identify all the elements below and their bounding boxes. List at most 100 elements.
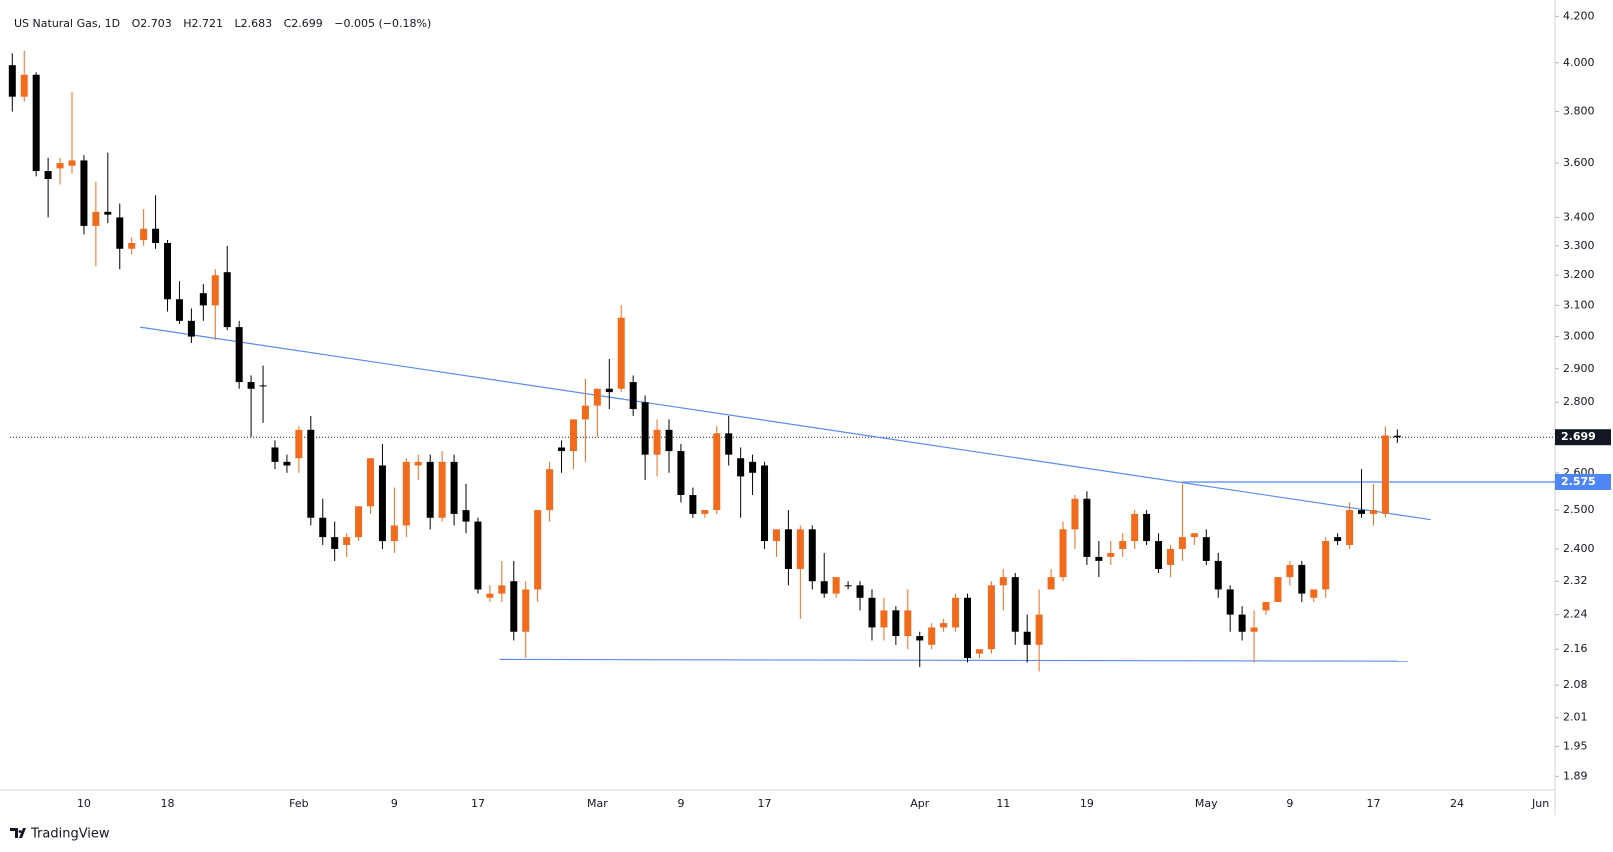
candle-body (725, 433, 733, 455)
candle-body (999, 577, 1007, 586)
candle-body (1143, 513, 1151, 542)
candle-body (665, 429, 673, 452)
candle-body (1131, 513, 1139, 542)
brand-name: TradingView (30, 827, 110, 842)
x-tick-label: Apr (910, 797, 930, 810)
candle-body (1226, 589, 1234, 615)
x-tick-label: Mar (587, 797, 608, 810)
candle-body (1095, 556, 1103, 561)
candle-body (880, 610, 888, 628)
ohlc-close: C2.699 (284, 17, 323, 30)
candle-body (44, 171, 52, 180)
candle-body (522, 589, 530, 632)
y-tick-label: 3.300 (1563, 239, 1595, 252)
candle-body (546, 469, 554, 511)
candle-body (808, 529, 816, 582)
candle-body (271, 447, 279, 462)
candle-body (1250, 627, 1258, 632)
candle-body (295, 429, 303, 459)
candle-body (892, 610, 900, 637)
candle-body (964, 597, 971, 659)
candle-body (772, 529, 780, 542)
x-tick-label: Jun (1531, 797, 1549, 810)
y-tick-label: 2.900 (1563, 362, 1595, 375)
candle-body (1322, 541, 1330, 590)
candle-body (820, 581, 828, 594)
candle-body (450, 461, 458, 514)
candle-body (593, 388, 601, 406)
candle-body (713, 433, 721, 511)
candle-body (259, 385, 267, 387)
x-tick-label: 10 (77, 797, 91, 810)
x-tick-label: 9 (1286, 797, 1293, 810)
candle-body (283, 461, 291, 466)
candle-body (832, 577, 840, 594)
candle-body (1011, 577, 1019, 632)
candle-body (128, 242, 136, 249)
ohlc-change: −0.005 (−0.18%) (334, 17, 431, 30)
candle-body (605, 388, 613, 393)
candle-body (856, 585, 864, 598)
y-tick-label: 2.32 (1563, 574, 1588, 587)
candle-body (1083, 498, 1091, 557)
candle-body (56, 163, 64, 169)
candle-body (1346, 510, 1354, 545)
candle-body (1155, 541, 1163, 569)
candle-body (1202, 537, 1210, 561)
level-label-box (1555, 473, 1611, 490)
candle-body (1310, 589, 1318, 598)
y-tick-label: 3.400 (1563, 210, 1595, 223)
candle-body (1190, 533, 1198, 538)
candle-body (581, 405, 589, 420)
y-tick-label: 2.400 (1563, 542, 1595, 555)
candle-body (92, 211, 100, 226)
candle-body (199, 293, 207, 306)
candle-body (916, 636, 924, 641)
candle-body (20, 74, 28, 97)
candle-body (1047, 577, 1055, 590)
candle-body (390, 525, 398, 542)
symbol-title: US Natural Gas, 1D (14, 17, 120, 30)
candle-body (641, 402, 649, 455)
x-tick-label: Feb (289, 797, 308, 810)
y-tick-label: 1.89 (1563, 769, 1588, 782)
candle-body (558, 447, 566, 452)
candle-body (8, 65, 16, 97)
candle-body (1119, 541, 1127, 549)
x-tick-label: 19 (1080, 797, 1094, 810)
candle-body (1035, 614, 1043, 645)
candle-body (426, 461, 434, 518)
candle-body (1393, 435, 1401, 438)
candle-body (975, 649, 983, 654)
last-price-box (1555, 429, 1611, 446)
y-tick-label: 4.200 (1563, 9, 1595, 22)
brand-logo (10, 828, 26, 838)
y-tick-label: 3.100 (1563, 298, 1595, 311)
candle-body (211, 275, 219, 306)
candle-body (844, 585, 852, 587)
candle-body (104, 211, 112, 215)
candle-body (247, 382, 255, 389)
y-tick-label: 2.08 (1563, 678, 1588, 691)
candle-body (1358, 510, 1366, 514)
candle-body (1023, 631, 1031, 645)
x-tick-label: 9 (391, 797, 398, 810)
candle-body (1071, 498, 1079, 530)
candle-body (940, 623, 948, 628)
x-tick-label: 18 (161, 797, 175, 810)
x-tick-label: May (1195, 797, 1218, 810)
candle-body (928, 627, 936, 645)
candle-body (952, 597, 960, 628)
ohlc-open: O2.703 (132, 17, 172, 30)
x-tick-label: 17 (1366, 797, 1380, 810)
candle-body (68, 160, 76, 166)
level-label: 2.575 (1561, 475, 1596, 488)
candle-body (761, 465, 769, 542)
candle-body (462, 510, 470, 522)
candle-body (474, 521, 482, 590)
trendline (139, 326, 1431, 521)
candle-body (355, 506, 363, 538)
candle-body (32, 74, 40, 172)
candle-body (1166, 548, 1174, 565)
candle-body (629, 382, 637, 410)
